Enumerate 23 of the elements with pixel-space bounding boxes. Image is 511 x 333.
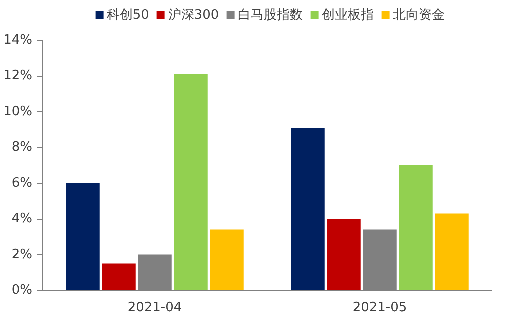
bar xyxy=(66,183,100,290)
y-tick-label: 0% xyxy=(12,283,32,298)
legend-label: 白马股指数 xyxy=(238,7,304,24)
bar xyxy=(435,214,469,290)
y-tick-label: 10% xyxy=(4,104,33,120)
bar xyxy=(291,128,325,290)
x-tick-label: 2021-05 xyxy=(352,300,408,316)
y-tick-label: 2% xyxy=(12,247,32,262)
legend-label: 科创50 xyxy=(106,7,150,24)
legend-label: 北向资金 xyxy=(393,7,446,24)
bar xyxy=(327,219,361,290)
y-tick-label: 6% xyxy=(12,176,32,191)
y-tick-label: 8% xyxy=(12,140,32,156)
bar xyxy=(399,166,433,290)
y-tick-label: 14% xyxy=(4,33,33,48)
legend-label: 创业板指 xyxy=(322,7,374,24)
x-tick-label: 2021-04 xyxy=(128,300,182,316)
bar xyxy=(210,230,244,290)
bar xyxy=(174,74,208,290)
legend-label: 沪深300 xyxy=(168,7,220,24)
y-tick-label: 12% xyxy=(4,68,33,84)
y-tick-label: 4% xyxy=(12,212,32,227)
bar xyxy=(102,264,136,290)
